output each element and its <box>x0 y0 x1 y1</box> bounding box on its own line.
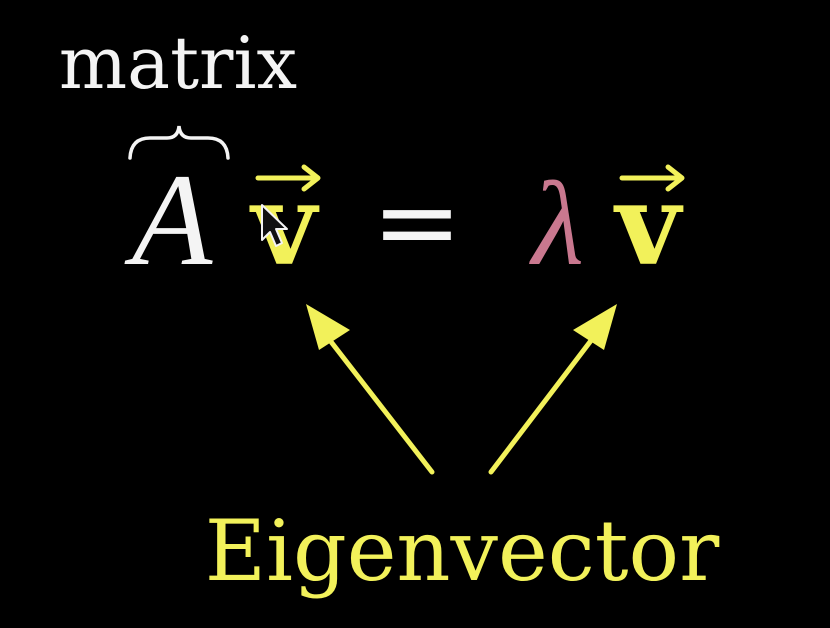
left-pointer-arrow <box>306 304 435 475</box>
right-pointer-arrow <box>488 304 617 475</box>
vector-arrow-right-icon <box>619 164 685 192</box>
equals-sign: = <box>372 160 463 285</box>
arrow-cursor-icon <box>261 204 288 247</box>
overbrace <box>128 125 230 160</box>
matrix-symbol-a: A <box>124 146 214 293</box>
lambda-symbol: λ <box>529 157 584 290</box>
eigenvector-label: Eigenvector <box>205 502 720 600</box>
vector-arrow-left-icon <box>255 164 321 192</box>
matrix-label: matrix <box>59 21 297 105</box>
vector-symbol-right: v <box>612 160 683 291</box>
